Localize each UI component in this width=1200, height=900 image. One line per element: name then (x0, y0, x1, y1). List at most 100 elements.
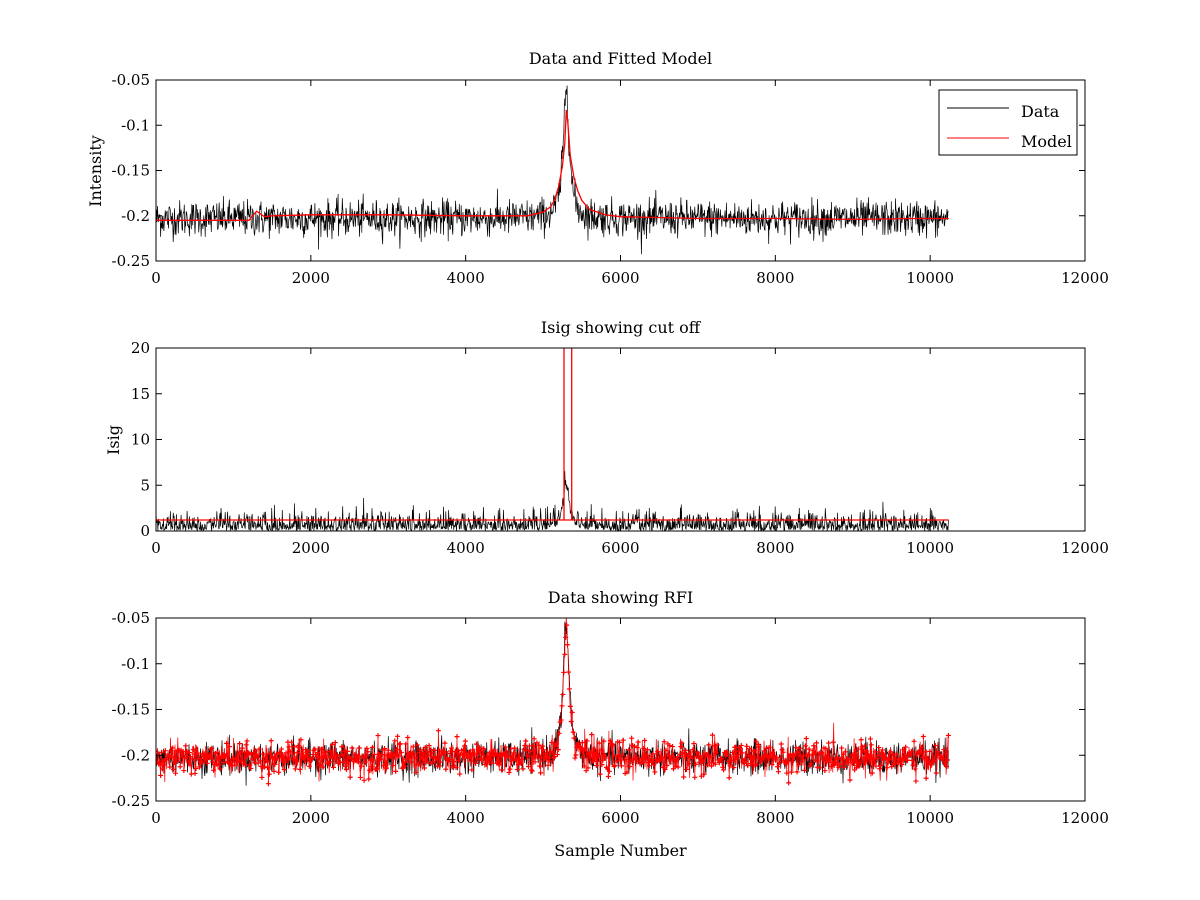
rfi-point (922, 749, 928, 755)
rfi-point (503, 749, 509, 755)
rfi-point (929, 762, 935, 768)
rfi-point (545, 762, 551, 768)
rfi-point (169, 754, 175, 760)
rfi-point (701, 771, 707, 777)
rfi-point (564, 622, 570, 628)
rfi-point (932, 758, 938, 764)
rfi-point (281, 767, 287, 773)
rfi-point (526, 763, 532, 769)
rfi-point (168, 748, 174, 754)
rfi-point (754, 761, 760, 767)
rfi-point (794, 769, 800, 775)
rfi-point (539, 743, 545, 749)
rfi-point (481, 746, 487, 752)
rfi-point (160, 766, 166, 772)
rfi-point (339, 744, 345, 750)
rfi-point (278, 746, 284, 752)
rfi-point (398, 750, 404, 756)
rfi-point (347, 774, 353, 780)
rfi-point (157, 760, 163, 766)
rfi-point (910, 762, 916, 768)
rfi-point (788, 769, 794, 775)
rfi-point (631, 743, 637, 749)
rfi-point (924, 755, 930, 761)
rfi-point (670, 744, 676, 750)
rfi-point (578, 743, 584, 749)
rfi-point (189, 756, 195, 762)
rfi-point (393, 768, 399, 774)
rfi-point (460, 752, 466, 758)
rfi-point (260, 751, 266, 757)
rfi-point (745, 763, 751, 769)
rfi-point (270, 755, 276, 761)
rfi-point (523, 738, 529, 744)
rfi-point (749, 754, 755, 760)
rfi-point (841, 764, 847, 770)
rfi-point (429, 750, 435, 756)
panel-data-showing-rfi: Data showing RFI Sample Number 0 2000 4000… (112, 588, 1109, 860)
rfi-point (763, 745, 769, 751)
rfi-point (452, 749, 458, 755)
legend-box (938, 89, 1078, 156)
x-tick-label: 8000 (756, 539, 794, 557)
rfi-point (438, 752, 444, 758)
rfi-point (858, 737, 864, 743)
rfi-point (305, 748, 311, 754)
rfi-point (878, 763, 884, 769)
rfi-point (552, 742, 558, 748)
rfi-point (663, 747, 669, 753)
rfi-point (800, 756, 806, 762)
rfi-point (642, 738, 648, 744)
rfi-point (315, 750, 321, 756)
rfi-point (686, 761, 692, 767)
rfi-point (210, 759, 216, 765)
x-tick-label: 2000 (292, 269, 330, 287)
rfi-point (819, 750, 825, 756)
y-tick-label: 15 (131, 385, 150, 403)
rfi-point (875, 752, 881, 758)
x-tick-label: 0 (151, 539, 161, 557)
rfi-point (679, 740, 685, 746)
legend: Data Model (938, 89, 1078, 156)
rfi-point (724, 751, 730, 757)
rfi-point (363, 753, 369, 759)
rfi-point (635, 739, 641, 745)
rfi-point (700, 758, 706, 764)
rfi-point (306, 763, 312, 769)
rfi-point (755, 741, 761, 747)
rfi-point (239, 745, 245, 751)
rfi-point (356, 759, 362, 765)
x-tick-label: 4000 (447, 269, 485, 287)
rfi-point (162, 748, 168, 754)
x-tick-label: 0 (151, 809, 161, 827)
rfi-point (861, 756, 867, 762)
rfi-point (864, 748, 870, 754)
rfi-point (840, 761, 846, 767)
rfi-point (603, 755, 609, 761)
y-tick-label: -0.05 (112, 609, 150, 627)
x-tick-label: 10000 (906, 809, 954, 827)
rfi-point (520, 766, 526, 772)
rfi-point (508, 746, 514, 752)
rfi-point (592, 752, 598, 758)
rfi-point (885, 760, 891, 766)
rfi-point (293, 757, 299, 763)
rfi-point (426, 743, 432, 749)
rfi-point (470, 747, 476, 753)
rfi-point (207, 755, 213, 761)
rfi-point (783, 761, 789, 767)
rfi-point (424, 749, 430, 755)
rfi-point (625, 754, 631, 760)
rfi-point (908, 749, 914, 755)
rfi-point (454, 734, 460, 740)
rfi-point (780, 749, 786, 755)
y-tick-label: 10 (131, 431, 150, 449)
rfi-point (505, 753, 511, 759)
rfi-point (785, 758, 791, 764)
rfi-point (345, 761, 351, 767)
rfi-point (796, 762, 802, 768)
rfi-point (333, 756, 339, 762)
rfi-point (866, 755, 872, 761)
rfi-point (267, 750, 273, 756)
rfi-point (477, 748, 483, 754)
